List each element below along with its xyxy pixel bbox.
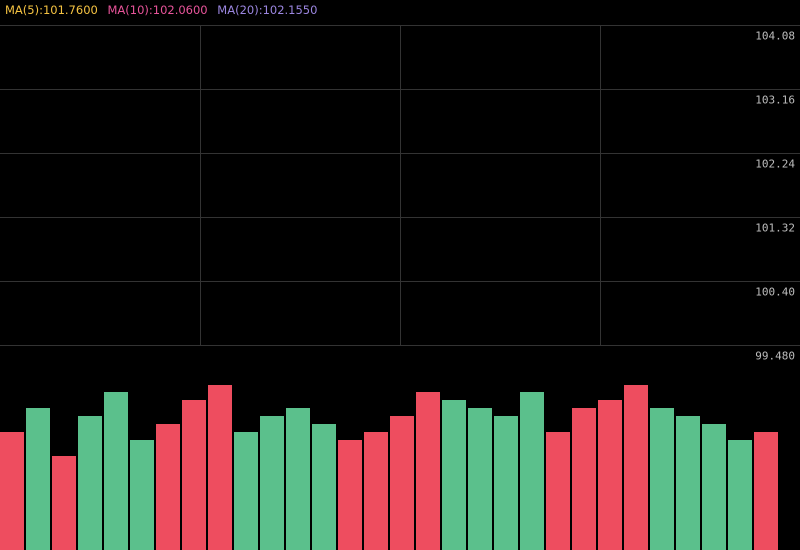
volume-bar: [598, 400, 622, 550]
grid-lines: [0, 25, 800, 346]
volume-bar: [208, 385, 232, 550]
volume-bar: [260, 416, 284, 550]
ma20-label: MA(20):102.1550: [217, 3, 318, 17]
price-axis: 104.08 103.16 102.24 101.32 100.40 99.480: [755, 30, 795, 363]
price-tick-label: 104.08: [755, 30, 795, 43]
ma5-label: MA(5):101.7600: [5, 3, 98, 17]
volume-bar: [78, 416, 102, 550]
volume-bar: [572, 408, 596, 550]
volume-bar: [494, 416, 518, 550]
price-tick-label: 100.40: [755, 286, 795, 299]
volume-bar: [416, 392, 440, 550]
volume-bar: [182, 400, 206, 550]
volume-bar: [234, 432, 258, 550]
volume-bar: [338, 440, 362, 550]
volume-bar: [26, 408, 50, 550]
volume-bar: [442, 400, 466, 550]
volume-bar: [130, 440, 154, 550]
volume-bar: [520, 392, 544, 550]
price-tick-label: 103.16: [755, 94, 795, 107]
volume-bar: [104, 392, 128, 550]
volume-bar: [52, 456, 76, 550]
ma-legend: MA(5):101.7600 MA(10):102.0600 MA(20):10…: [5, 3, 323, 17]
volume-bar: [364, 432, 388, 550]
ma10-label: MA(10):102.0600: [107, 3, 208, 17]
price-tick-label: 99.480: [755, 350, 795, 363]
volume-bar: [754, 432, 778, 550]
price-tick-label: 101.32: [755, 222, 795, 235]
volume-bar: [624, 385, 648, 550]
volume-bars: [0, 385, 778, 550]
volume-bar: [702, 424, 726, 550]
price-tick-label: 102.24: [755, 158, 795, 171]
volume-bar: [156, 424, 180, 550]
volume-bar: [546, 432, 570, 550]
volume-bar: [728, 440, 752, 550]
volume-bar: [676, 416, 700, 550]
volume-bar: [312, 424, 336, 550]
volume-bar: [390, 416, 414, 550]
volume-bar: [468, 408, 492, 550]
volume-bar: [650, 408, 674, 550]
volume-bar: [286, 408, 310, 550]
volume-bar: [0, 432, 24, 550]
